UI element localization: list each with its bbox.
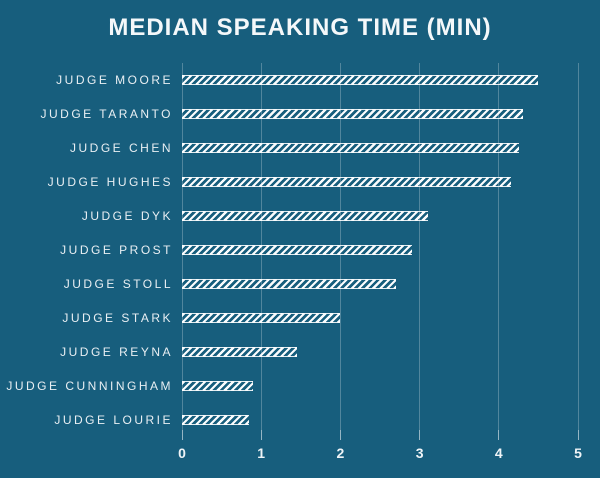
bar-track [182,165,578,199]
axis-tick-label: 0 [178,445,186,461]
category-label: JUDGE HUGHES [47,175,173,190]
bar-rows: JUDGE MOORE JUDGE TARANTO JUDGE CHEN JUDGE … [0,63,578,438]
bar [182,279,396,290]
axis-tick [339,430,341,440]
bar-row: JUDGE REYNA [0,335,578,369]
axis-tick-label: 2 [336,445,345,461]
category-label: JUDGE TARANTO [40,107,173,122]
category-label: JUDGE STOLL [63,277,173,292]
axis-tick [419,430,421,440]
category-label: JUDGE DYK [81,209,173,224]
bar-track [182,131,578,165]
axis-tick [181,430,183,440]
bar-row: JUDGE CHEN [0,131,578,165]
axis-tick [260,430,262,440]
category-label: JUDGE CHEN [69,141,173,156]
category-label: JUDGE REYNA [60,345,173,360]
bar-track [182,301,578,335]
bar-track [182,97,578,131]
bar [182,109,523,120]
category-label: JUDGE MOORE [56,73,173,88]
bar [182,177,511,188]
bar-track [182,199,578,233]
bar [182,313,341,324]
bar [182,347,297,358]
chart-title: MEDIAN SPEAKING TIME (MIN) [108,14,492,41]
bar [182,75,539,86]
bar-row: JUDGE DYK [0,199,578,233]
axis-tick-label: 4 [494,445,503,461]
category-label: JUDGE STARK [62,311,173,326]
gridline [577,63,579,430]
bar-track [182,403,578,437]
axis-tick [577,430,579,440]
bar-row: JUDGE HUGHES [0,165,578,199]
category-label: JUDGE PROST [60,243,173,258]
bar [182,143,519,154]
bar-track [182,335,578,369]
gridline [419,63,421,430]
bar-track [182,267,578,301]
bar-track [182,233,578,267]
gridline [498,63,500,430]
axis-tick [498,430,500,440]
bar-track [182,63,578,97]
x-axis: 0 1 2 3 4 5 [178,430,582,470]
bar [182,245,412,256]
axis-tick-label: 1 [257,445,266,461]
bar [182,211,428,222]
bar-row: JUDGE MOORE [0,63,578,97]
axis-tick-label: 3 [415,445,424,461]
bar-row: JUDGE PROST [0,233,578,267]
bar-row: JUDGE CUNNINGHAM [0,369,578,403]
bar [182,381,254,392]
bar [182,415,250,426]
category-label: JUDGE LOURIE [54,413,173,428]
bar-row: JUDGE TARANTO [0,97,578,131]
bar-row: JUDGE STARK [0,301,578,335]
bar-row: JUDGE LOURIE [0,403,578,437]
bar-row: JUDGE STOLL [0,267,578,301]
category-label: JUDGE CUNNINGHAM [6,379,173,394]
bar-track [182,369,578,403]
axis-tick-label: 5 [574,445,582,461]
